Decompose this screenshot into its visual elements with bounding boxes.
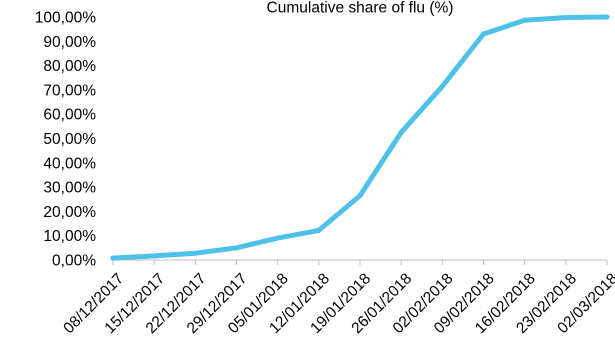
y-tick-label: 90,00% (43, 34, 96, 51)
y-tick-label: 40,00% (43, 155, 96, 172)
y-tick-label: 30,00% (43, 180, 96, 197)
series-line (110, 14, 610, 261)
data-point (357, 193, 363, 199)
chart-title: Cumulative share of flu (%) (267, 0, 454, 16)
data-point (275, 235, 281, 241)
data-point (604, 14, 610, 20)
y-tick-label: 50,00% (43, 131, 96, 148)
data-point (192, 250, 198, 256)
y-tick-label: 20,00% (43, 204, 96, 221)
y-tick-label: 60,00% (43, 107, 96, 124)
y-tick-label: 70,00% (43, 82, 96, 99)
data-point (522, 17, 528, 23)
y-tick-label: 100,00% (35, 10, 96, 27)
data-point (398, 129, 404, 135)
data-point (439, 83, 445, 89)
data-point (481, 31, 486, 37)
data-point (151, 253, 157, 259)
data-point (563, 14, 569, 20)
data-point (234, 245, 239, 251)
data-point (316, 227, 322, 233)
y-tick-label: 80,00% (43, 58, 96, 75)
y-tick-label: 0,00% (52, 253, 96, 270)
y-tick-label: 10,00% (43, 228, 96, 245)
data-point (110, 255, 116, 261)
